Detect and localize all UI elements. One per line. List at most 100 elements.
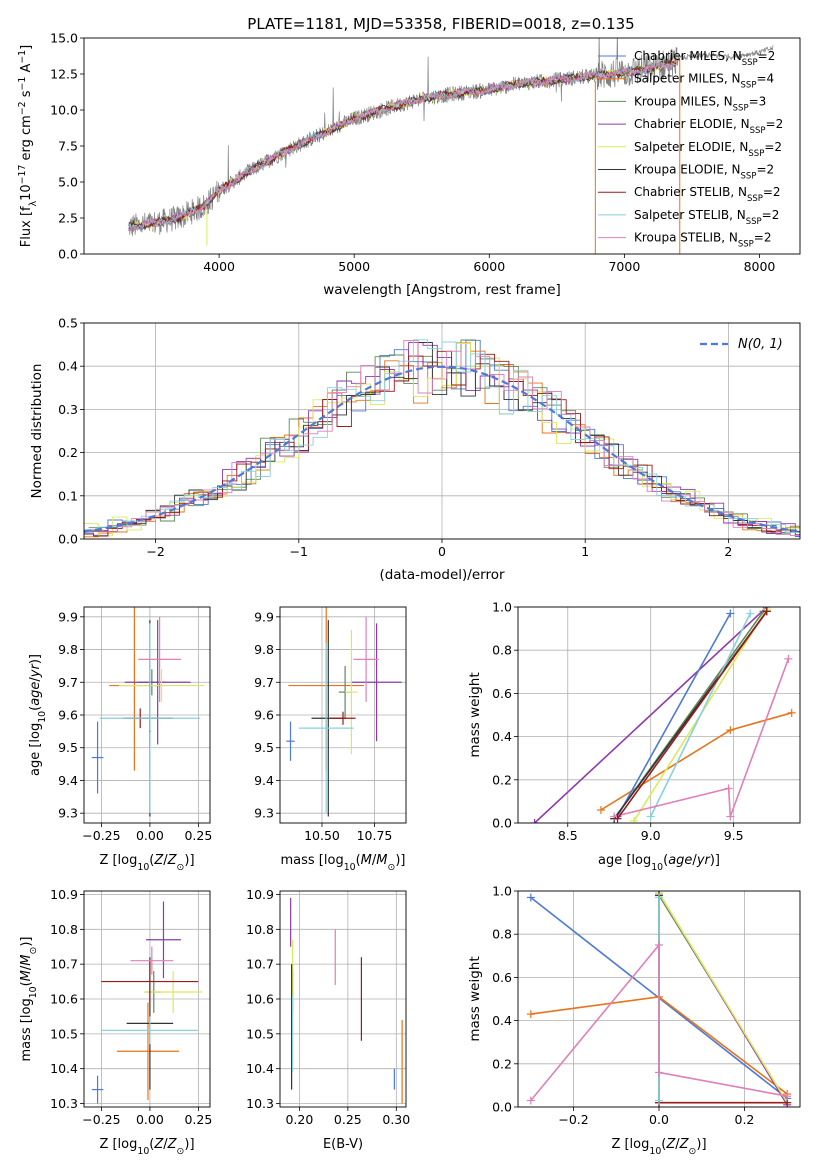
histogram-c9 <box>88 339 800 537</box>
y-tick-label: 0.0 <box>58 247 78 262</box>
legend-sub: SSP <box>741 172 757 182</box>
y-tick-label: 5.0 <box>58 175 78 190</box>
y-tick-label: 0.8 <box>492 643 512 658</box>
legend-label: Chabrier STELIB, NSSP=2 <box>634 185 781 204</box>
weight-series-c9 <box>614 658 790 818</box>
mw-age-ylabel: mass weight <box>467 672 483 757</box>
label-part: ( <box>149 853 154 868</box>
legend-label: Kroupa STELIB, NSSP=2 <box>634 231 772 250</box>
spectrum-data-tail <box>678 45 774 62</box>
y-tick-label: 10.8 <box>246 922 274 937</box>
x-tick-label: 0.20 <box>285 1112 313 1127</box>
label-part: ( <box>663 853 668 868</box>
mass-ebv-xlabel: E(B-V) <box>323 1137 363 1152</box>
weight-series-c4 <box>534 607 768 823</box>
x-tick-label: 4000 <box>203 259 235 274</box>
spectrum-xlabel: wavelength [Angstrom, rest frame] <box>323 282 561 298</box>
label-part: )] <box>395 853 405 868</box>
axes-mass_vs_Z: −0.25 0.00 0.25 10.3 10.4 10.5 10.6 10.7 10.8 10.… <box>50 887 212 1127</box>
label-part: ( <box>19 981 34 986</box>
y-tick-label: 9.6 <box>254 708 274 723</box>
label-part: mass [log <box>281 853 344 868</box>
label-part: erg cm <box>19 115 34 164</box>
mw-Z-ylabel: mass weight <box>467 956 483 1041</box>
x-tick-label: 0.00 <box>136 1112 164 1127</box>
mw-Z-xlabel: Z [log10(Z/Z⊙)] <box>611 1137 706 1157</box>
label-part: 10 <box>344 862 356 873</box>
label-part: )] <box>184 853 194 868</box>
label-part: / <box>675 1137 680 1152</box>
y-tick-label: 0.0 <box>492 1100 512 1115</box>
x-tick-label: 0.00 <box>136 828 164 843</box>
legend-label: Kroupa ELODIE, NSSP=2 <box>634 163 774 182</box>
x-tick-label: 0.25 <box>184 1112 212 1127</box>
y-tick-label: 0.3 <box>58 402 78 417</box>
legend-text: Salpeter MILES, N <box>634 72 741 86</box>
y-tick-label: 0.4 <box>492 729 512 744</box>
y-tick-label: 9.4 <box>58 773 78 788</box>
label-part: ( <box>356 853 361 868</box>
label-part: Z <box>153 853 164 868</box>
y-tick-label: 0.6 <box>492 970 512 985</box>
legend-sub: SSP <box>750 126 766 136</box>
residuals-xlabel: (data-model)/error <box>379 567 505 583</box>
label-part: Z <box>679 1137 690 1152</box>
y-tick-label: 10.6 <box>246 992 274 1007</box>
histogram-c6 <box>88 342 800 533</box>
legend-sub: SSP <box>747 194 763 204</box>
gaussian-legend-label: N(0, 1) <box>738 337 783 352</box>
legend-label: Kroupa MILES, NSSP=3 <box>634 94 766 113</box>
weight-series-c9 <box>530 942 788 1102</box>
label-part: / <box>163 1137 168 1152</box>
axes-mass_weight_vs_age: 8.5 9.0 9.5 0.0 0.2 0.4 0.6 0.8 1.0 <box>492 600 800 843</box>
label-part: ⊙ <box>177 862 185 873</box>
y-tick-label: 9.8 <box>254 642 274 657</box>
label-part: M <box>19 955 34 966</box>
legend-text: =2 <box>756 163 774 177</box>
legend-text: Chabrier MILES, N <box>634 49 742 63</box>
figure-title: PLATE=1181, MJD=53358, FIBERID=0018, z=0… <box>247 15 634 33</box>
label-part: s <box>19 90 34 101</box>
label-part: yr <box>28 662 43 678</box>
legend-text: Chabrier STELIB, N <box>634 185 747 199</box>
label-part: / <box>28 677 43 682</box>
x-tick-label: 6000 <box>473 259 505 274</box>
label-part: )] <box>19 937 34 947</box>
y-tick-label: 10.0 <box>50 103 78 118</box>
label-part: mass [log <box>19 998 34 1061</box>
label-part: 10 <box>37 711 48 723</box>
mass_weight_vs_age-frame <box>517 606 801 824</box>
x-tick-label: −2 <box>146 544 164 559</box>
label-part: yr <box>696 853 712 868</box>
label-part: −2 <box>17 101 28 115</box>
weight-series-c8 <box>649 613 751 817</box>
residuals-legend: N(0, 1) <box>700 337 783 352</box>
x-tick-label: 5000 <box>338 259 370 274</box>
label-part: Z <box>167 1137 178 1152</box>
label-part: 10 <box>649 1146 661 1157</box>
spectrum-model-c8 <box>128 60 676 230</box>
histogram-c4 <box>84 342 800 536</box>
legend-text: =2 <box>766 117 784 131</box>
weight-series-c7 <box>616 610 768 820</box>
legend-text: Chabrier ELODIE, N <box>634 117 750 131</box>
y-tick-label: 9.9 <box>254 609 274 624</box>
label-part: Flux [f <box>19 206 34 247</box>
y-tick-label: 2.5 <box>58 211 78 226</box>
label-part: / <box>163 853 168 868</box>
label-part: ( <box>28 706 43 711</box>
label-part: age <box>28 682 43 706</box>
legend-label: Salpeter STELIB, NSSP=2 <box>634 208 779 227</box>
label-part: age <box>668 853 692 868</box>
legend-text: Salpeter STELIB, N <box>634 208 746 222</box>
x-tick-label: 0 <box>438 544 446 559</box>
legend-text: =2 <box>763 185 781 199</box>
label-part: age [log <box>28 723 43 776</box>
label-part: 10 <box>651 862 663 873</box>
label-part: M <box>361 853 372 868</box>
plot-area-age_vs_Z <box>91 607 205 817</box>
legend-text: Kroupa ELODIE, N <box>634 163 741 177</box>
legend-label: Salpeter MILES, NSSP=4 <box>634 72 774 91</box>
y-tick-label: 7.5 <box>58 139 78 154</box>
